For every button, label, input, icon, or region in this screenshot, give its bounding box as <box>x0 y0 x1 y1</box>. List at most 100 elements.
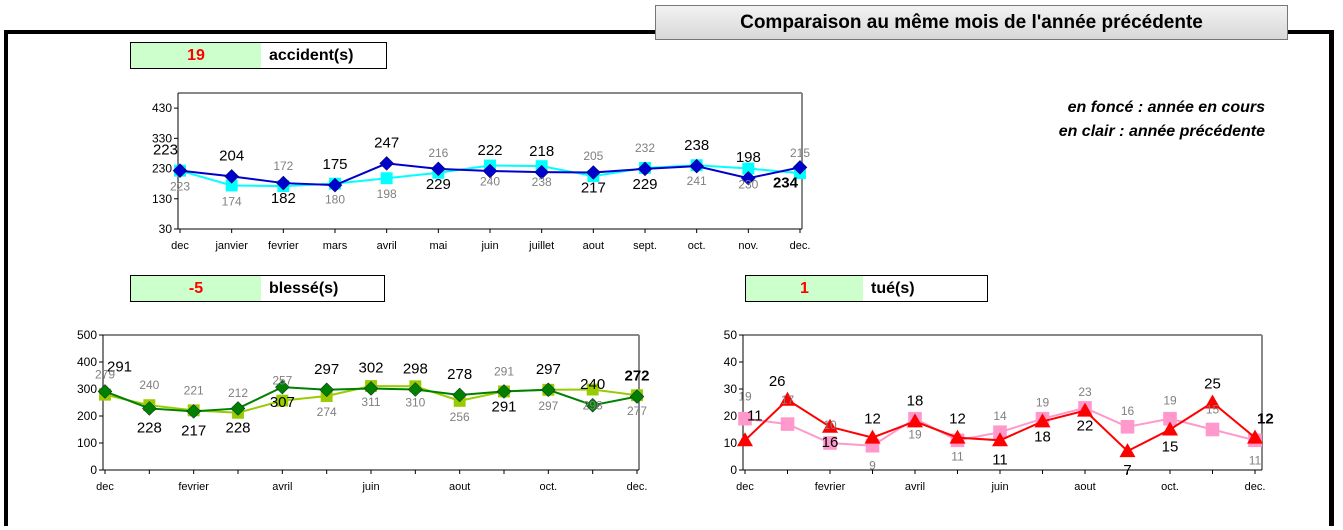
current-data-label: 298 <box>403 361 428 378</box>
current-data-label: 272 <box>624 368 649 385</box>
x-tick-label: fevrier <box>268 240 299 252</box>
x-tick-label: avril <box>377 240 397 252</box>
current-data-label: 234 <box>773 174 799 191</box>
current-data-point <box>629 389 645 404</box>
current-data-point <box>482 163 498 179</box>
current-data-label: 204 <box>219 147 244 164</box>
y-tick-label: 130 <box>152 192 172 206</box>
y-tick-label: 30 <box>159 222 173 236</box>
x-tick-label: aout <box>449 481 470 493</box>
previous-data-label: 310 <box>405 395 425 409</box>
legend-current-text: en foncé : année en cours <box>1067 99 1265 116</box>
current-data-point <box>1034 413 1051 428</box>
previous-data-point <box>1163 411 1177 426</box>
current-data-point <box>737 432 753 447</box>
previous-data-label: 291 <box>494 364 514 378</box>
x-tick-label: avril <box>905 481 925 493</box>
y-tick-label: 330 <box>152 131 172 145</box>
current-data-point <box>1119 443 1136 458</box>
current-data-label: 247 <box>374 134 399 151</box>
current-data-label: 291 <box>491 398 516 415</box>
previous-data-label: 172 <box>273 159 293 173</box>
current-data-point <box>792 159 808 175</box>
current-data-label: 22 <box>1077 418 1094 435</box>
current-data-label: 302 <box>358 359 383 376</box>
previous-data-label: 240 <box>480 175 500 189</box>
y-tick-label: 230 <box>152 162 172 176</box>
current-data-point <box>141 401 157 416</box>
previous-data-label: 230 <box>738 178 758 192</box>
x-tick-label: fevrier <box>815 481 846 493</box>
current-data-point <box>534 164 550 180</box>
legend-note: en foncé : année en cours en clair : ann… <box>930 96 1265 144</box>
y-tick-label: 0 <box>90 463 97 477</box>
current-data-label: 228 <box>225 419 250 436</box>
previous-data-point <box>1120 420 1135 434</box>
x-tick-label: fevrier <box>178 481 209 493</box>
current-data-label: 228 <box>137 419 162 436</box>
current-data-point <box>407 382 423 397</box>
previous-data-point <box>780 417 795 431</box>
tues-chart: 0 10 20 30 40 50 dec fevrier avril juin aout oct. de… <box>724 328 1274 493</box>
previous-data-label: 19 <box>908 428 922 442</box>
previous-data-label: 14 <box>993 409 1007 423</box>
previous-data-label: 19 <box>738 390 752 404</box>
current-data-label: 16 <box>822 434 839 451</box>
previous-data-point <box>742 162 755 175</box>
previous-data-label: 240 <box>139 378 159 392</box>
y-tick-label: 430 <box>152 101 172 115</box>
current-data-point <box>822 418 838 433</box>
previous-data-label: 238 <box>532 175 552 189</box>
x-tick-label: juin <box>480 240 498 252</box>
current-data-label: 229 <box>632 176 657 193</box>
previous-data-label: 180 <box>325 193 345 207</box>
accidents-stat-label: accident(s) <box>269 46 354 64</box>
x-tick-label: oct. <box>1161 481 1179 493</box>
y-tick-label: 0 <box>730 463 737 477</box>
current-data-label: 25 <box>1204 376 1221 393</box>
legend-previous-text: en clair : année précédente <box>1058 123 1265 140</box>
x-tick-label: juin <box>990 481 1008 493</box>
previous-data-label: 279 <box>95 368 115 382</box>
previous-data-label: 174 <box>222 194 242 208</box>
current-data-label: 240 <box>580 376 605 393</box>
current-data-point <box>1077 402 1093 417</box>
previous-data-label: 298 <box>583 399 603 413</box>
previous-data-label: 19 <box>1163 394 1177 408</box>
current-data-label: 223 <box>153 142 178 159</box>
tues-delta-value: 1 <box>746 276 863 301</box>
previous-data-point <box>993 425 1007 439</box>
y-tick-label: 10 <box>724 436 738 450</box>
current-data-point <box>585 397 601 413</box>
current-data-label: 238 <box>684 137 709 154</box>
current-data-label: 12 <box>949 411 966 428</box>
current-data-label: 307 <box>270 394 295 411</box>
x-tick-label: dec. <box>790 240 811 252</box>
current-data-label: 11 <box>747 407 763 424</box>
previous-data-label: 216 <box>428 146 448 160</box>
previous-data-label: 297 <box>538 399 558 413</box>
current-data-point <box>363 381 379 396</box>
blesses-chart: 0 100 200 300 400 500 dec fevrier avril juin aout o… <box>77 328 650 493</box>
current-data-point <box>275 175 291 191</box>
x-tick-label: sept. <box>633 240 657 252</box>
x-tick-label: aout <box>1074 481 1095 493</box>
current-data-point <box>452 387 468 403</box>
x-tick-label: mars <box>323 240 348 252</box>
previous-data-label: 17 <box>781 393 795 407</box>
accidents-delta-value: 19 <box>131 43 261 68</box>
blesses-stat-label: blessé(s) <box>269 279 339 297</box>
current-data-label: 217 <box>581 179 606 196</box>
current-data-label: 175 <box>322 156 347 173</box>
previous-data-label: 232 <box>635 141 655 155</box>
previous-data-label: 15 <box>1206 403 1220 417</box>
previous-data-label: 11 <box>951 449 964 463</box>
accidents-stat-box: 19 accident(s) <box>130 42 387 69</box>
current-data-label: 222 <box>477 142 502 159</box>
x-tick-label: mai <box>429 240 447 252</box>
current-data-label: 182 <box>271 190 296 207</box>
x-tick-label: nov. <box>738 240 758 252</box>
current-data-label: 229 <box>426 176 451 193</box>
previous-data-label: 221 <box>184 383 204 397</box>
previous-data-label: 9 <box>869 459 876 473</box>
